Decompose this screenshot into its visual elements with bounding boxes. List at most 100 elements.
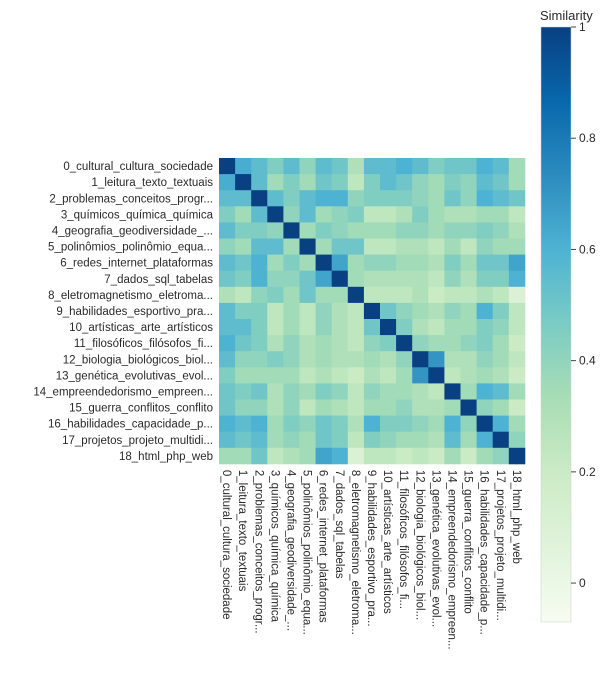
- heatmap-cell-0-5: [299, 158, 316, 175]
- y-tick-label: 11_filosóficos_filósofos_fi...: [74, 338, 213, 350]
- heatmap-cell-5-6: [315, 238, 333, 255]
- heatmap-cell-8-8: [347, 286, 365, 304]
- heatmap-cell-0-8: [347, 158, 365, 175]
- heatmap-cell-2-9: [363, 190, 381, 207]
- heatmap-cell-4-13: [428, 222, 445, 239]
- heatmap-cell-14-16: [476, 383, 494, 400]
- heatmap-cell-4-0: [219, 222, 236, 239]
- heatmap-cell-0-17: [492, 158, 510, 175]
- heatmap-cell-12-1: [235, 351, 252, 368]
- heatmap-cell-12-4: [283, 351, 300, 368]
- heatmap-cell-1-9: [363, 174, 381, 191]
- colorbar-gradient: [540, 26, 572, 623]
- x-tick-label: 10_artísticas_arte_artísticos: [381, 470, 393, 614]
- heatmap-cell-3-18: [508, 206, 526, 223]
- heatmap-cell-11-1: [235, 335, 252, 352]
- heatmap-cell-18-8: [347, 447, 365, 465]
- heatmap-cell-6-0: [219, 254, 236, 272]
- heatmap-cell-17-4: [283, 431, 300, 449]
- heatmap-cell-5-17: [492, 238, 510, 255]
- heatmap-cell-9-3: [267, 302, 284, 320]
- heatmap-cell-1-1: [235, 174, 252, 191]
- heatmap-cell-13-9: [363, 367, 381, 384]
- heatmap-cell-13-15: [460, 367, 477, 384]
- heatmap-cell-7-8: [347, 270, 365, 288]
- heatmap-cell-5-5: [299, 238, 316, 255]
- heatmap-cell-10-6: [315, 319, 333, 336]
- heatmap-cell-12-11: [396, 351, 413, 368]
- heatmap-cell-10-0: [219, 319, 236, 336]
- x-tick-label: 17_projetos_projeto_multidi...: [494, 470, 506, 621]
- heatmap-cell-7-5: [299, 270, 316, 288]
- heatmap-cell-9-1: [235, 302, 252, 320]
- heatmap-cell-14-1: [235, 383, 252, 400]
- y-tick-label: 18_html_php_web: [119, 451, 213, 463]
- heatmap-cell-5-4: [283, 238, 300, 255]
- heatmap-cell-2-14: [444, 190, 461, 207]
- heatmap-cell-2-11: [396, 190, 413, 207]
- heatmap-cell-5-7: [331, 238, 349, 255]
- heatmap-cell-12-9: [363, 351, 381, 368]
- y-tick-label: 17_projetos_projeto_multidi...: [62, 435, 213, 447]
- heatmap-cell-4-4: [283, 222, 300, 239]
- heatmap-cell-0-15: [460, 158, 477, 175]
- heatmap-cell-4-7: [331, 222, 349, 239]
- heatmap-cell-9-13: [428, 302, 445, 320]
- heatmap-cell-2-18: [508, 190, 526, 207]
- heatmap-cell-10-12: [412, 319, 429, 336]
- heatmap-cell-7-18: [508, 270, 526, 288]
- heatmap-cell-14-10: [380, 383, 397, 400]
- y-tick-label: 7_dados_sql_tabelas: [104, 274, 213, 286]
- heatmap-cell-4-5: [299, 222, 316, 239]
- heatmap-cell-18-3: [267, 447, 284, 465]
- heatmap-cell-9-8: [347, 302, 365, 320]
- heatmap-cell-1-5: [299, 174, 316, 191]
- heatmap-cell-16-3: [267, 415, 284, 433]
- heatmap-cell-15-2: [251, 399, 268, 416]
- x-tick-label: 8_eletromagnetismo_eletroma...: [349, 470, 361, 635]
- heatmap-cell-18-13: [428, 447, 445, 465]
- heatmap-cell-15-17: [492, 399, 510, 416]
- heatmap-cell-6-13: [428, 254, 445, 272]
- heatmap-cell-13-5: [299, 367, 316, 384]
- heatmap-cell-16-0: [219, 415, 236, 433]
- heatmap-cell-1-10: [380, 174, 397, 191]
- heatmap-cell-7-17: [492, 270, 510, 288]
- heatmap-cell-4-14: [444, 222, 461, 239]
- heatmap-cell-12-10: [380, 351, 397, 368]
- heatmap-cell-6-15: [460, 254, 477, 272]
- heatmap-cell-10-5: [299, 319, 316, 336]
- heatmap-cell-15-12: [412, 399, 429, 416]
- heatmap-cell-18-10: [380, 447, 397, 465]
- heatmap-cell-9-0: [219, 302, 236, 320]
- heatmap-cell-13-2: [251, 367, 268, 384]
- heatmap-cell-1-14: [444, 174, 461, 191]
- heatmap-cell-11-16: [476, 335, 494, 352]
- heatmap-cell-0-0: [219, 158, 236, 175]
- heatmap-cell-1-3: [267, 174, 284, 191]
- heatmap-cell-5-0: [219, 238, 236, 255]
- heatmap-cell-13-13: [428, 367, 445, 384]
- heatmap-cell-16-15: [460, 415, 477, 433]
- y-tick-label: 14_empreendedorismo_empreen...: [33, 386, 213, 398]
- heatmap-cell-14-11: [396, 383, 413, 400]
- heatmap-cell-10-1: [235, 319, 252, 336]
- heatmap-cell-3-5: [299, 206, 316, 223]
- heatmap-cell-2-16: [476, 190, 494, 207]
- heatmap-cell-1-13: [428, 174, 445, 191]
- heatmap-cell-1-17: [492, 174, 510, 191]
- heatmap-cell-9-7: [331, 302, 349, 320]
- heatmap-cell-11-13: [428, 335, 445, 352]
- heatmap-cell-4-15: [460, 222, 477, 239]
- heatmap-cell-7-15: [460, 270, 477, 288]
- heatmap-cell-12-15: [460, 351, 477, 368]
- heatmap-cell-0-16: [476, 158, 494, 175]
- heatmap-cell-11-3: [267, 335, 284, 352]
- heatmap-cell-4-18: [508, 222, 526, 239]
- heatmap-cell-2-4: [283, 190, 300, 207]
- heatmap-cell-18-17: [492, 447, 510, 465]
- heatmap-cell-16-11: [396, 415, 413, 433]
- heatmap-cell-12-18: [508, 351, 526, 368]
- heatmap-cell-14-3: [267, 383, 284, 400]
- heatmap-cell-11-17: [492, 335, 510, 352]
